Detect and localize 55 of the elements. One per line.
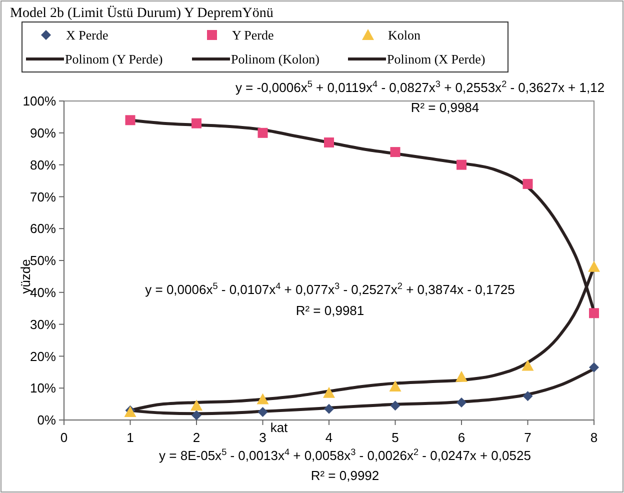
- point: [522, 178, 533, 189]
- legend-label: Polinom (Kolon): [231, 52, 320, 67]
- point: [588, 260, 600, 272]
- point: [125, 115, 136, 126]
- chart-title: Model 2b (Limit Üstü Durum) Y DepremYönü: [10, 5, 274, 21]
- point: [456, 160, 466, 170]
- point: [456, 370, 468, 382]
- y-tick-label: 20%: [30, 348, 56, 364]
- x-tick-label: 3: [259, 430, 266, 445]
- point: [589, 308, 599, 318]
- y-tick-label: 50%: [30, 253, 56, 268]
- point: [190, 400, 202, 411]
- point: [192, 118, 202, 128]
- y-tick-label: 70%: [30, 189, 56, 204]
- point: [589, 362, 599, 372]
- point: [522, 360, 534, 371]
- point: [522, 391, 533, 402]
- x-tick-label: 7: [524, 430, 532, 445]
- y-tick-label: 0%: [37, 412, 56, 428]
- x-tick-label: 2: [192, 430, 200, 445]
- legend-label: X Perde: [66, 28, 108, 43]
- text: R² = 0,9992: [310, 468, 380, 483]
- annotation: R² = 0,9984: [410, 100, 480, 115]
- y-tick-label: 60%: [30, 221, 56, 236]
- y-tick-label: 100%: [22, 94, 56, 109]
- x-tick-label: 8: [590, 430, 598, 445]
- point: [390, 147, 400, 158]
- y-tick-label: 90%: [30, 125, 56, 140]
- point: [323, 386, 335, 398]
- point: [389, 380, 402, 392]
- text: y = 0,0006x$^{5}$ - 0,0107x$^{4}$ + 0,077x$^{3}$ - 0,2527x$^{2}$ + 0,3874x - 0,1725: [145, 281, 515, 297]
- legend-label: Polinom (X Perde): [387, 52, 486, 67]
- x-axis-title: kat: [270, 420, 288, 435]
- legend-label: Polinom (Y Perde): [65, 52, 163, 67]
- x-tick-label: 5: [392, 430, 399, 445]
- text: y = 8E-05x$^{5}$ - 0,0013x$^{4}$ + 0,0058x$^{3}$ - 0,0026x$^{2}$ - 0,0247x + 0,0525: [159, 447, 531, 463]
- point: [456, 397, 466, 408]
- x-tick-label: 4: [325, 430, 333, 445]
- point: [324, 137, 334, 148]
- point: [324, 404, 334, 414]
- point: [390, 400, 400, 411]
- x-tick-label: 6: [458, 430, 466, 445]
- y-tick-label: 30%: [30, 316, 56, 332]
- annotation: R² = 0,9981: [296, 303, 364, 318]
- y-tick-label: 80%: [30, 157, 56, 172]
- point: [258, 407, 268, 418]
- point: [256, 393, 269, 404]
- x-tick-label: 0: [60, 430, 68, 445]
- legend-label: Y Perde: [232, 28, 274, 43]
- point: [258, 128, 268, 138]
- x-tick-label: 1: [126, 430, 134, 445]
- text: y = -0,0006x$^{5}$ + 0,0119x$^{4}$ - 0,0827x$^{3}$ + 0,2553x$^{2}$ - 0,3627x + 1,12: [235, 79, 605, 95]
- point: [192, 410, 202, 420]
- y-tick-label: 10%: [30, 380, 56, 396]
- legend-label: Kolon: [388, 28, 421, 43]
